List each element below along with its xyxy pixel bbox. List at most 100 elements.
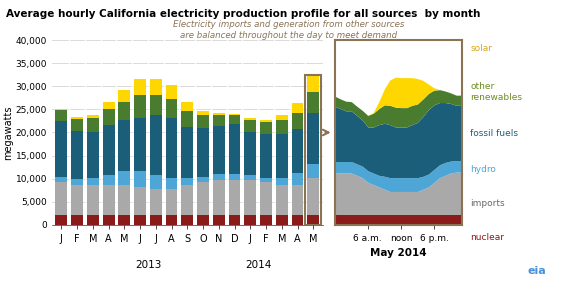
Bar [134,95,146,118]
Bar [87,132,99,178]
Bar [245,120,256,132]
Bar [118,185,130,215]
Bar [103,109,114,125]
Bar [166,178,178,189]
Bar [228,180,241,215]
Bar [134,171,146,187]
Bar [291,129,304,173]
Bar [134,79,146,95]
Bar [134,215,146,225]
Bar [150,95,162,115]
Bar [118,171,130,185]
Bar [55,122,68,177]
Bar [55,215,68,225]
Bar [228,215,241,225]
Y-axis label: megawatts: megawatts [3,105,13,160]
Bar [260,182,272,215]
Text: nuclear: nuclear [470,233,504,242]
Bar [166,118,178,178]
Bar [197,115,209,128]
Bar [71,117,83,119]
Bar [308,113,319,164]
Bar [276,134,288,178]
Bar [55,110,68,122]
Bar [308,215,319,225]
Bar [181,185,193,215]
Bar [245,180,256,215]
Bar [87,215,99,225]
X-axis label: May 2014: May 2014 [370,248,426,258]
Text: fossil fuels: fossil fuels [470,129,518,139]
Bar [276,215,288,225]
Bar [213,215,224,225]
Bar [55,109,68,110]
Bar [150,79,162,95]
Bar [134,187,146,215]
Bar [166,86,178,99]
Bar [276,120,288,134]
Text: Average hourly California electricity production profile for all sources  by mon: Average hourly California electricity pr… [6,9,480,19]
Bar [103,185,114,215]
Bar [291,173,304,185]
Bar [245,132,256,175]
Bar [245,215,256,225]
Text: 2014: 2014 [245,260,271,270]
Bar [166,99,178,118]
Bar [213,126,224,175]
Bar [181,215,193,225]
Bar [181,127,193,178]
Bar [134,118,146,171]
Bar [291,215,304,225]
Bar [71,185,83,215]
Bar [305,75,321,225]
Bar [260,120,272,122]
Bar [166,215,178,225]
Text: Electricity imports and generation from other sources
are balanced throughout th: Electricity imports and generation from … [173,20,404,39]
Bar [118,215,130,225]
Bar [260,178,272,182]
Bar [260,134,272,178]
Bar [118,90,130,102]
Bar [197,128,209,177]
Bar [55,177,68,182]
Bar [228,115,241,124]
Bar [213,175,224,180]
Bar [150,175,162,189]
Bar [87,118,99,132]
Bar [150,215,162,225]
Bar [87,115,99,118]
Bar [103,215,114,225]
Bar [103,102,114,109]
Bar [181,102,193,111]
Bar [228,175,241,180]
Bar [291,185,304,215]
Bar [291,113,304,129]
Bar [103,175,114,185]
Bar [166,189,178,215]
Bar [197,182,209,215]
Text: eia: eia [527,266,546,276]
Bar [276,178,288,185]
Bar [276,185,288,215]
Bar [55,182,68,215]
Bar [245,118,256,120]
Bar [118,102,130,120]
Bar [71,131,83,179]
Bar [87,185,99,215]
Text: solar: solar [470,44,492,54]
Text: hydro: hydro [470,165,496,175]
Text: 2013: 2013 [135,260,161,270]
Bar [213,113,224,115]
Bar [308,76,319,92]
Bar [118,120,130,171]
Bar [213,180,224,215]
Bar [197,177,209,182]
Bar [87,178,99,185]
Bar [308,164,319,178]
Bar [71,215,83,225]
Bar [71,119,83,131]
Bar [291,103,304,113]
Text: imports: imports [470,198,505,208]
Bar [228,124,241,175]
Bar [260,215,272,225]
